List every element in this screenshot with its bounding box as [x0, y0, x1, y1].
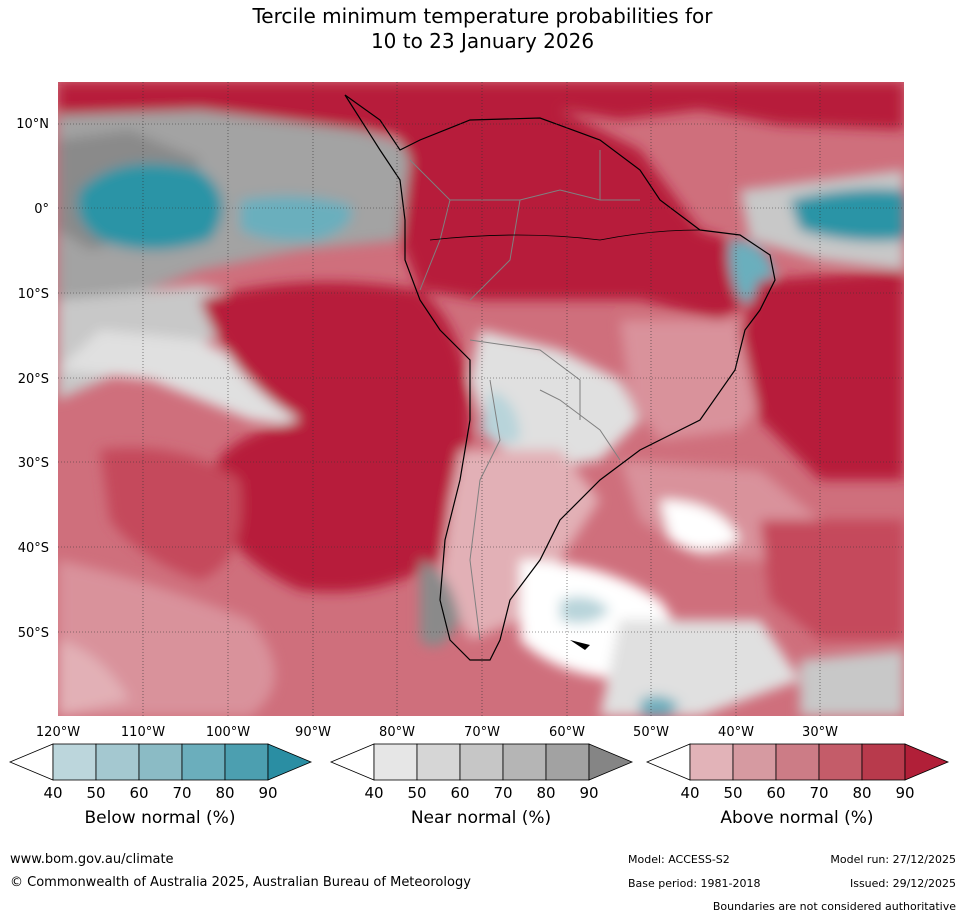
- colorbar-tick-label: 50: [407, 784, 426, 802]
- colorbar-low-extension: [645, 743, 691, 781]
- map-field: [58, 82, 904, 716]
- colorbar-tick-label: 90: [895, 784, 914, 802]
- lon-label: 80°W: [379, 725, 415, 740]
- colorbar-cell: [373, 743, 418, 781]
- lat-label: 50°S: [18, 626, 49, 641]
- colorbar-cell: [224, 743, 269, 781]
- colorbar-cell: [861, 743, 906, 781]
- map-gridlines: [58, 82, 904, 716]
- colorbar-tick-label: 50: [723, 784, 742, 802]
- colorbar-tick-label: 70: [493, 784, 512, 802]
- colorbar-tick-label: 80: [536, 784, 555, 802]
- colorbar-tick-label: 90: [579, 784, 598, 802]
- colorbar-tick-label: 80: [215, 784, 234, 802]
- colorbar-above: 40 50 60 70 80 90: [645, 743, 950, 802]
- lat-label: 20°S: [18, 372, 49, 387]
- title-line-2: 10 to 23 January 2026: [370, 29, 595, 53]
- colorbar-tick-label: 70: [809, 784, 828, 802]
- colorbar-high-extension: [904, 743, 950, 781]
- colorbar-tick-label: 90: [258, 784, 277, 802]
- lon-label: 50°W: [633, 725, 669, 740]
- lon-label: 40°W: [718, 725, 754, 740]
- longitude-labels: 120°W 110°W 100°W 90°W 80°W 70°W 60°W 50…: [36, 725, 838, 740]
- south-america-coastline: [344, 94, 776, 661]
- colorbar-cell: [95, 743, 140, 781]
- legend-above-label: Above normal (%): [720, 808, 874, 828]
- footer-model-run: Model run: 27/12/2025: [830, 853, 956, 866]
- colorbars: 40 50 60 70 80 90 40 50 60 70 80 90 40 50 60 70 80 90: [8, 743, 950, 802]
- lat-label: 40°S: [18, 541, 49, 556]
- colorbar-cell: [52, 743, 97, 781]
- lat-label: 10°S: [18, 287, 49, 302]
- colorbar-cell: [181, 743, 226, 781]
- lat-label: 30°S: [18, 456, 49, 471]
- footer-disclaimer: Boundaries are not considered authoritat…: [712, 900, 956, 913]
- lon-label: 90°W: [295, 725, 331, 740]
- chart-title: Tercile minimum temperature probabilitie…: [0, 4, 965, 54]
- colorbar-tick-label: 40: [364, 784, 383, 802]
- falkland-islands: [570, 640, 590, 650]
- colorbar-cell: [459, 743, 504, 781]
- colorbar-tick-label: 60: [766, 784, 785, 802]
- colorbar-tick-label: 40: [680, 784, 699, 802]
- lat-label: 0°: [34, 202, 49, 217]
- colorbar-low-extension: [8, 743, 54, 781]
- lon-label: 70°W: [464, 725, 500, 740]
- country-borders: [409, 150, 640, 641]
- colorbar-tick-label: 60: [129, 784, 148, 802]
- colorbar-high-extension: [588, 743, 634, 781]
- colorbar-near: 40 50 60 70 80 90: [329, 743, 634, 802]
- footer-website: www.bom.gov.au/climate: [10, 852, 174, 867]
- footer-issued: Issued: 29/12/2025: [849, 877, 956, 890]
- latitude-labels: 10°N 0° 10°S 20°S 30°S 40°S 50°S: [16, 117, 49, 641]
- footer-base-period: Base period: 1981-2018: [628, 877, 761, 890]
- colorbar-cell: [689, 743, 734, 781]
- footer-model: Model: ACCESS-S2: [628, 853, 730, 866]
- legend-below-label: Below normal (%): [84, 808, 236, 828]
- colorbar-cell: [775, 743, 820, 781]
- colorbar-tick-label: 60: [450, 784, 469, 802]
- colorbar-cell: [545, 743, 590, 781]
- legend-near-label: Near normal (%): [410, 808, 552, 828]
- colorbar-tick-label: 80: [852, 784, 871, 802]
- lon-label: 60°W: [549, 725, 585, 740]
- colorbar-cell: [818, 743, 863, 781]
- lon-label: 30°W: [802, 725, 838, 740]
- title-line-1: Tercile minimum temperature probabilitie…: [252, 4, 713, 28]
- colorbar-cell: [416, 743, 461, 781]
- colorbar-cell: [502, 743, 547, 781]
- colorbar-high-extension: [267, 743, 313, 781]
- colorbar-below: 40 50 60 70 80 90: [8, 743, 313, 802]
- lon-label: 100°W: [206, 725, 250, 740]
- amazon-river: [429, 229, 701, 241]
- colorbar-cell: [138, 743, 183, 781]
- colorbar-tick-label: 70: [172, 784, 191, 802]
- footer-copyright: © Commonwealth of Australia 2025, Austra…: [10, 875, 471, 890]
- colorbar-tick-label: 40: [43, 784, 62, 802]
- colorbar-cell: [732, 743, 777, 781]
- lon-label: 120°W: [36, 725, 80, 740]
- colorbar-tick-label: 50: [86, 784, 105, 802]
- lon-label: 110°W: [121, 725, 165, 740]
- lat-label: 10°N: [16, 117, 49, 132]
- colorbar-low-extension: [329, 743, 375, 781]
